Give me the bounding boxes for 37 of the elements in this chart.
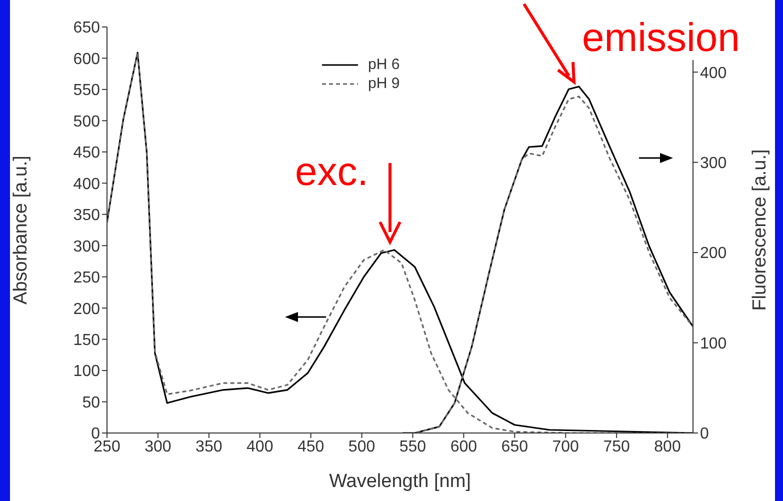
y-tick-label: 350 (73, 207, 100, 224)
x-tick-label: 700 (552, 438, 580, 456)
y-tick-label: 450 (73, 144, 100, 162)
legend-label: pH 9 (368, 75, 400, 92)
x-tick-label: 350 (196, 438, 222, 456)
y-tick-label: 300 (73, 238, 100, 256)
x-tick-label: 800 (654, 438, 681, 456)
x-tick-label: 300 (144, 438, 172, 456)
y-tick-label: 250 (73, 270, 100, 287)
y-tick-label: 150 (73, 332, 100, 349)
y-tick-label: 650 (73, 20, 100, 37)
y-tick-label: 200 (73, 300, 100, 318)
y2-axis-title: Fluorescence [a.u.] (750, 149, 771, 311)
y2-tick-label: 400 (700, 64, 727, 82)
y-tick-label: 550 (73, 82, 100, 100)
x-tick-label: 750 (603, 438, 630, 456)
legend-label: pH 6 (368, 56, 400, 73)
annotation: emission (582, 16, 740, 60)
y2-tick-label: 300 (700, 155, 727, 172)
x-tick-label: 600 (450, 438, 478, 456)
y2-tick-label: 200 (700, 245, 727, 262)
y-tick-label: 400 (73, 176, 100, 193)
y-tick-label: 500 (73, 113, 100, 130)
y-tick-label: 50 (82, 394, 100, 412)
y2-tick-label: 100 (700, 335, 727, 352)
annotation: exc. (295, 150, 368, 194)
y-axis-title: Absorbance [a.u.] (10, 156, 32, 304)
x-tick-label: 550 (399, 438, 426, 456)
x-tick-label: 450 (297, 438, 324, 456)
x-axis-title: Wavelength [nm] (329, 471, 471, 492)
x-tick-label: 250 (94, 438, 120, 456)
y-tick-label: 100 (73, 363, 100, 380)
x-tick-label: 400 (246, 438, 274, 456)
y-tick-label: 600 (73, 50, 100, 68)
y2-tick-label: 0 (700, 426, 709, 443)
x-tick-label: 500 (348, 438, 376, 456)
x-tick-label: 650 (501, 438, 528, 456)
